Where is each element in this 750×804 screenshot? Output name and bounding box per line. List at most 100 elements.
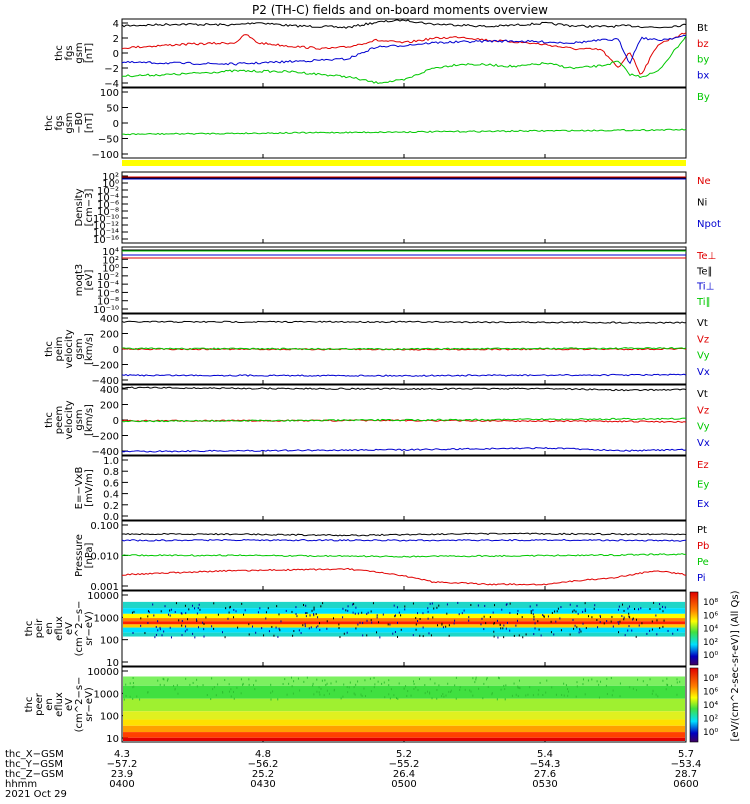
spectrogram-pixel xyxy=(333,688,335,691)
y-axis-title-line: peir xyxy=(34,618,45,638)
spectrogram-pixel xyxy=(461,612,463,615)
panel-frame xyxy=(121,87,687,159)
spectrogram-pixel xyxy=(504,698,506,701)
spectrogram-pixel xyxy=(326,627,328,630)
spectrogram-pixel xyxy=(129,682,131,685)
panel-frame xyxy=(121,246,687,314)
spectrogram-pixel xyxy=(360,693,362,696)
spectrogram-pixel xyxy=(333,617,335,620)
spectrogram-pixel xyxy=(342,695,344,698)
spectrogram-pixel xyxy=(651,628,653,631)
spectrogram-pixel xyxy=(144,632,146,635)
colorbar-tick-label: 10⁰ xyxy=(703,728,718,738)
spectrogram-pixel xyxy=(372,602,374,605)
spectrogram-pixel xyxy=(309,614,311,617)
spectrogram-pixel xyxy=(160,610,162,613)
spectrogram-pixel xyxy=(629,686,631,689)
spectrogram-pixel xyxy=(213,602,215,605)
spectrogram-pixel xyxy=(357,623,359,626)
spectrogram-pixel xyxy=(268,630,270,633)
spectrogram-pixel xyxy=(646,632,648,635)
series-line-Pe xyxy=(121,553,686,558)
spectrogram-pixel xyxy=(230,695,232,698)
spectrogram-pixel xyxy=(655,614,657,617)
spectrogram-pixel xyxy=(354,612,356,615)
spectrogram-pixel xyxy=(470,690,472,693)
y-tick-label: 10⁻¹⁰ xyxy=(93,305,119,316)
x-axis-row-value: −53.4 xyxy=(671,759,702,770)
spectrogram-pixel xyxy=(382,613,384,616)
spectrogram-pixel xyxy=(494,604,496,607)
spectrogram-pixel xyxy=(233,691,235,694)
spectrogram-pixel xyxy=(173,684,175,687)
spectrogram-pixel xyxy=(293,630,295,633)
series-line-Vt xyxy=(121,320,687,324)
spectrogram-pixel xyxy=(159,683,161,686)
spectrogram-pixel xyxy=(628,605,630,608)
y-tick-label: −50 xyxy=(98,135,119,146)
spectrogram-pixel xyxy=(534,627,536,630)
spectrogram-pixel xyxy=(153,614,155,617)
spectrogram-pixel xyxy=(155,625,157,628)
spectrogram-pixel xyxy=(651,692,653,695)
spectrogram-pixel xyxy=(538,628,540,631)
spectrogram-pixel xyxy=(584,610,586,613)
spectrogram-pixel xyxy=(354,693,356,696)
spectrogram-pixel xyxy=(513,634,515,637)
spectrogram-pixel xyxy=(448,634,450,637)
spectrogram-pixel xyxy=(291,685,293,688)
x-axis-row-value: 25.2 xyxy=(252,769,274,780)
spectrogram-pixel xyxy=(443,695,445,698)
spectrogram-pixel xyxy=(500,627,502,630)
spectrogram-pixel xyxy=(468,616,470,619)
spectrogram-pixel xyxy=(395,614,397,617)
y-axis-title-line: moqt3 xyxy=(74,264,85,297)
spectrogram-pixel xyxy=(509,611,511,614)
spectrogram-pixel xyxy=(328,692,330,695)
spectrogram-pixel xyxy=(459,686,461,689)
spectrogram-pixel xyxy=(361,611,363,614)
spectrogram-pixel xyxy=(598,696,600,699)
spectrogram-pixel xyxy=(632,617,634,620)
spectrogram-pixel xyxy=(623,616,625,619)
spectrogram-pixel xyxy=(361,694,363,697)
spectrogram-pixel xyxy=(572,618,574,621)
spectrogram-pixel xyxy=(197,607,199,610)
spectrogram-pixel xyxy=(422,626,424,629)
spectrogram-pixel xyxy=(446,603,448,606)
y-axis-title: thcpeemvelocitygsm[km/s] xyxy=(44,400,95,439)
legend-entry: Ni xyxy=(697,198,707,209)
y-tick-label: 10⁻² xyxy=(97,272,119,283)
series-line-bz xyxy=(121,32,687,75)
spectrogram-pixel xyxy=(410,694,412,697)
spectrogram-pixel xyxy=(491,693,493,696)
spectrogram-pixel xyxy=(198,603,200,606)
spectrogram-pixel xyxy=(373,676,375,679)
spectrogram-pixel xyxy=(543,615,545,618)
spectrogram-pixel xyxy=(196,678,198,681)
legend-entry: Pi xyxy=(697,573,706,584)
spectrogram-pixel xyxy=(397,697,399,700)
y-tick-label: 100 xyxy=(100,88,119,99)
spectrogram-pixel xyxy=(347,605,349,608)
spectrogram-pixel xyxy=(662,679,664,682)
spectrogram-pixel xyxy=(176,684,178,687)
spectrogram-pixel xyxy=(217,683,219,686)
spectrogram-pixel xyxy=(237,626,239,629)
spectrogram-pixel xyxy=(227,617,229,620)
spectrogram-pixel xyxy=(417,689,419,692)
spectrogram-pixel xyxy=(516,612,518,615)
y-tick-label: 0.4 xyxy=(103,490,119,501)
date-label: 2021 Oct 29 xyxy=(5,789,67,800)
spectrogram-pixel xyxy=(367,611,369,614)
spectrogram-pixel xyxy=(606,677,608,680)
spectrogram-pixel xyxy=(659,607,661,610)
spectrogram-pixel xyxy=(555,620,557,623)
spectrogram-pixel xyxy=(432,616,434,619)
legend-entry: Vz xyxy=(697,334,709,345)
spectrogram-pixel xyxy=(569,603,571,606)
spectrogram-pixel xyxy=(434,682,436,685)
spectrogram-pixel xyxy=(641,622,643,625)
spectrogram-pixel xyxy=(540,634,542,637)
spectrogram-pixel xyxy=(504,688,506,691)
